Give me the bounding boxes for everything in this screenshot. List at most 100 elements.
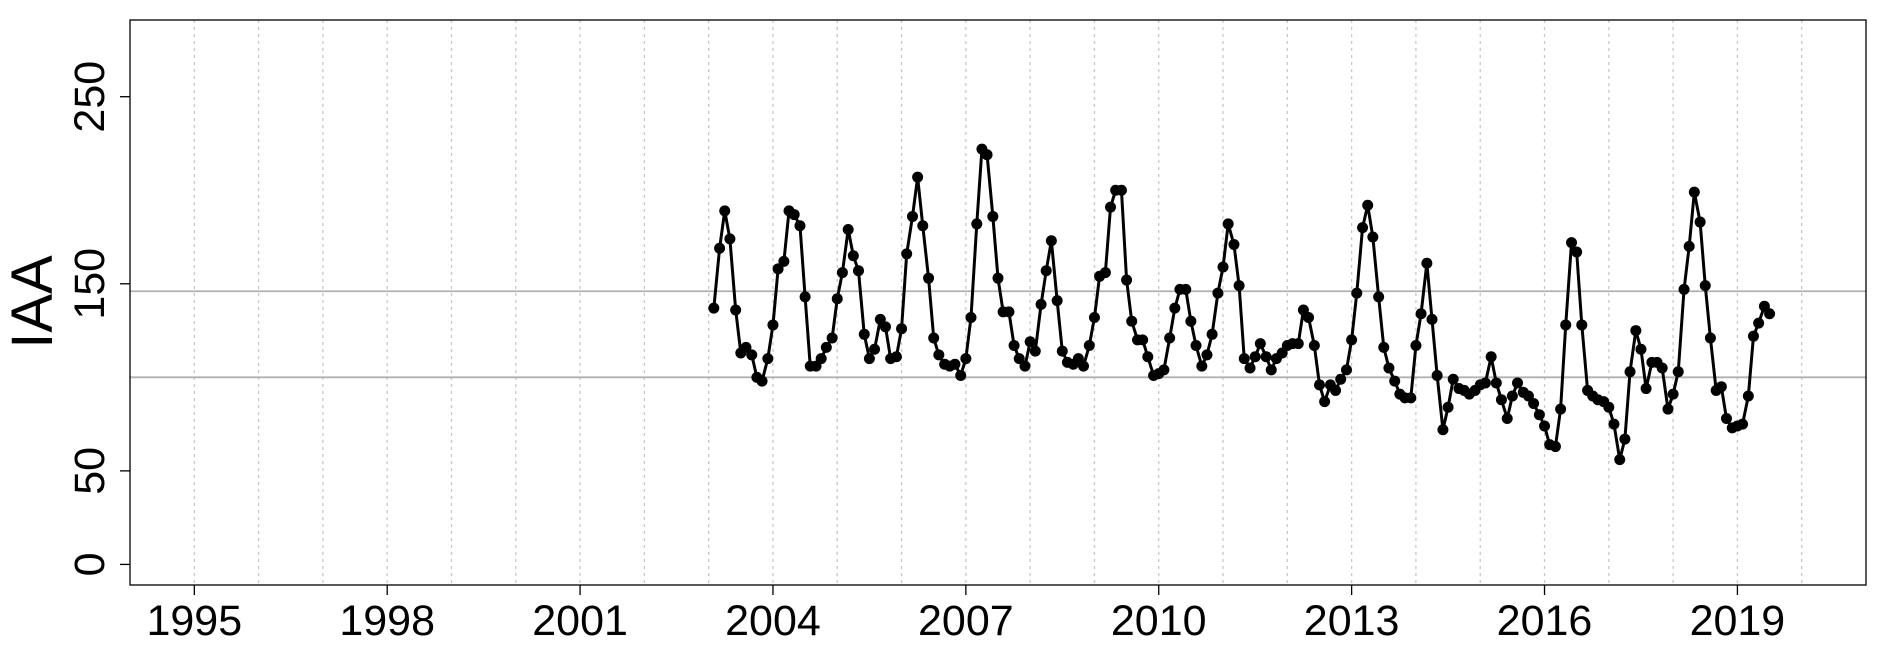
data-point bbox=[1528, 398, 1540, 410]
data-point bbox=[869, 343, 881, 355]
data-point bbox=[960, 353, 972, 365]
data-point bbox=[923, 272, 935, 284]
data-point bbox=[1083, 340, 1095, 352]
data-point bbox=[1373, 291, 1385, 303]
data-point bbox=[1720, 412, 1732, 424]
data-point bbox=[901, 248, 913, 260]
data-point bbox=[1003, 306, 1015, 318]
data-point bbox=[1426, 313, 1438, 325]
data-point bbox=[987, 210, 999, 222]
data-point bbox=[1447, 373, 1459, 385]
data-point bbox=[1115, 184, 1127, 196]
data-point bbox=[799, 291, 811, 303]
data-point bbox=[740, 341, 752, 353]
data-point bbox=[1704, 332, 1716, 344]
data-point bbox=[1201, 349, 1213, 361]
data-point bbox=[1158, 364, 1170, 376]
data-point bbox=[1442, 401, 1454, 413]
data-point bbox=[1694, 216, 1706, 228]
x-tick-label: 2013 bbox=[1304, 597, 1400, 645]
data-point bbox=[1137, 334, 1149, 346]
data-point bbox=[1249, 351, 1261, 363]
data-point bbox=[890, 351, 902, 363]
data-point bbox=[847, 250, 859, 262]
data-point bbox=[1056, 345, 1068, 357]
data-point bbox=[767, 319, 779, 331]
data-point bbox=[1485, 351, 1497, 363]
x-tick-label: 2001 bbox=[532, 597, 628, 645]
data-point bbox=[1576, 319, 1588, 331]
data-point bbox=[1383, 362, 1395, 374]
data-point bbox=[788, 209, 800, 221]
data-point bbox=[1437, 424, 1449, 436]
data-point bbox=[836, 267, 848, 279]
x-tick-label: 2007 bbox=[918, 597, 1014, 645]
data-point bbox=[1549, 441, 1561, 453]
data-point bbox=[1421, 257, 1433, 269]
data-point bbox=[831, 293, 843, 305]
data-point bbox=[1495, 394, 1507, 406]
data-point bbox=[1088, 311, 1100, 323]
data-point bbox=[906, 210, 918, 222]
data-point bbox=[1635, 343, 1647, 355]
y-tick-label: 250 bbox=[66, 61, 114, 133]
data-point bbox=[981, 149, 993, 161]
data-point bbox=[1190, 340, 1202, 352]
data-point bbox=[826, 332, 838, 344]
data-point bbox=[1019, 360, 1031, 372]
data-point bbox=[1292, 338, 1304, 350]
data-point bbox=[1362, 199, 1374, 211]
data-point bbox=[1378, 341, 1390, 353]
data-point bbox=[1126, 315, 1138, 327]
data-point bbox=[917, 220, 929, 232]
data-point bbox=[1431, 369, 1443, 381]
data-point bbox=[1539, 420, 1551, 432]
data-point bbox=[1415, 308, 1427, 320]
data-point bbox=[730, 304, 742, 316]
data-point bbox=[820, 341, 832, 353]
data-point bbox=[1105, 201, 1117, 213]
data-point bbox=[1180, 283, 1192, 295]
data-point bbox=[1479, 377, 1491, 389]
data-point bbox=[1335, 373, 1347, 385]
data-point bbox=[762, 353, 774, 365]
data-point bbox=[1640, 383, 1652, 395]
data-point bbox=[1244, 362, 1256, 374]
data-point bbox=[1040, 265, 1052, 277]
data-point bbox=[1346, 334, 1358, 346]
data-point bbox=[1303, 311, 1315, 323]
data-point bbox=[842, 224, 854, 236]
data-point bbox=[719, 205, 731, 217]
data-point bbox=[746, 349, 758, 361]
data-point bbox=[1566, 237, 1578, 249]
data-point bbox=[1560, 319, 1572, 331]
data-point bbox=[1254, 338, 1266, 350]
data-point bbox=[1614, 454, 1626, 466]
data-point bbox=[1260, 351, 1272, 363]
data-point bbox=[1672, 366, 1684, 378]
y-tick-label: 50 bbox=[66, 447, 114, 495]
data-point bbox=[1078, 360, 1090, 372]
data-point bbox=[756, 375, 768, 387]
data-point bbox=[1313, 379, 1325, 391]
x-tick-label: 1998 bbox=[339, 597, 435, 645]
data-point bbox=[1405, 392, 1417, 404]
data-point bbox=[1764, 308, 1776, 320]
data-point bbox=[965, 311, 977, 323]
data-point bbox=[1222, 218, 1234, 230]
data-point bbox=[1656, 362, 1668, 374]
data-point bbox=[1164, 332, 1176, 344]
data-point bbox=[949, 358, 961, 370]
data-point bbox=[1212, 287, 1224, 299]
data-point bbox=[863, 353, 875, 365]
data-point bbox=[1619, 433, 1631, 445]
series-line bbox=[712, 147, 1771, 462]
data-point bbox=[724, 233, 736, 245]
data-point bbox=[1029, 345, 1041, 357]
data-point bbox=[1490, 377, 1502, 389]
x-tick-label: 1995 bbox=[146, 597, 242, 645]
x-tick-label: 2016 bbox=[1497, 597, 1593, 645]
data-point bbox=[1389, 375, 1401, 387]
x-tick-label: 2019 bbox=[1690, 597, 1786, 645]
data-point bbox=[1024, 336, 1036, 348]
